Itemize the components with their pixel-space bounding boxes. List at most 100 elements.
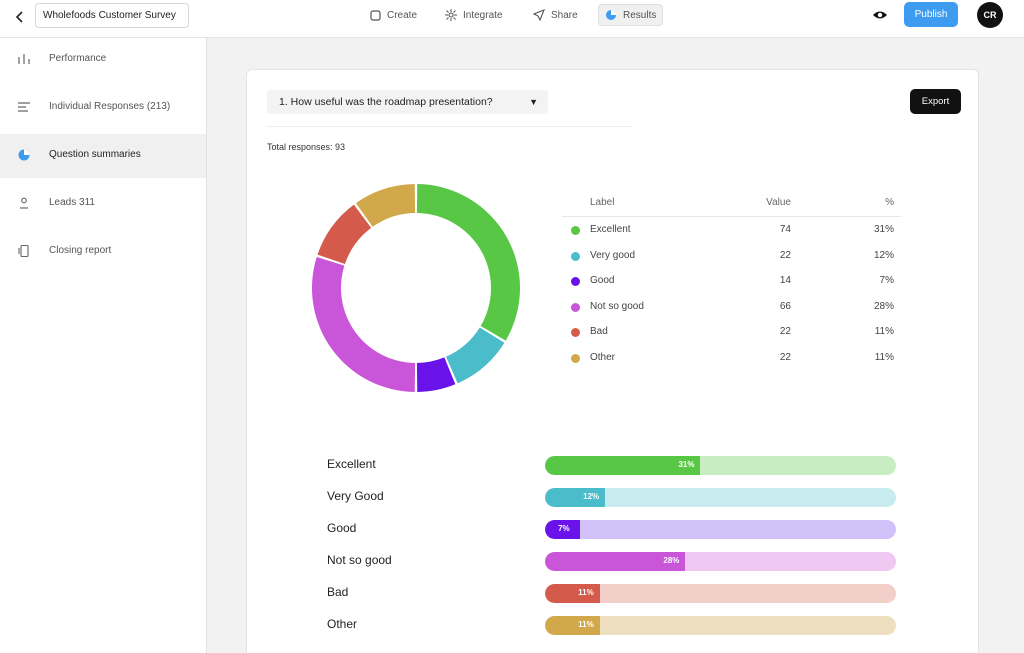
bar-track: 31% (545, 456, 896, 475)
table-row: Other 22 11% (562, 345, 901, 371)
row-percent: 11% (874, 326, 894, 338)
bar-fill (545, 456, 701, 475)
list-icon (18, 102, 30, 112)
pie-chart-icon (18, 149, 30, 161)
row-percent: 12% (873, 249, 894, 261)
bar-percent-label: 11% (578, 620, 594, 629)
bar-track: 11% (545, 616, 896, 635)
question-text: 1. How useful was the roadmap presentati… (279, 96, 493, 108)
table-header: Label Value % (562, 187, 901, 217)
bar-label: Excellent (327, 457, 376, 471)
header-label: Label (590, 197, 615, 208)
bar-label: Other (327, 617, 358, 631)
donut-slice-very-good[interactable] (446, 327, 505, 384)
publish-button[interactable]: Publish (904, 2, 958, 27)
sidebar-item-label: Individual Responses (213) (49, 101, 171, 112)
row-value: 74 (779, 224, 791, 235)
sidebar-item-individual-responses[interactable]: Individual Responses (213) (0, 86, 206, 130)
bar-row: Other 11% (327, 615, 897, 635)
bar-row: Not so good 28% (327, 551, 897, 571)
legend-dot (571, 251, 580, 261)
sidebar-item-label: Closing report (49, 245, 112, 256)
survey-title-field[interactable]: Wholefoods Customer Survey (35, 3, 189, 28)
bar-row: Bad 11% (327, 583, 897, 603)
row-percent: 11% (874, 351, 894, 363)
nav-share[interactable]: Share (527, 4, 584, 26)
sidebar-item-performance[interactable]: Performance (0, 38, 206, 82)
question-summary-card: 1. How useful was the roadmap presentati… (246, 69, 979, 653)
sidebar-item-closing-report[interactable]: Closing report (0, 230, 206, 274)
nav-share-label: Share (551, 9, 578, 21)
question-dropdown[interactable]: 1. How useful was the roadmap presentati… (267, 90, 548, 114)
nav-create[interactable]: Create (364, 4, 423, 26)
sidebar-item-question-summaries[interactable]: Question summaries (0, 134, 206, 178)
bar-label: Not so good (327, 553, 392, 567)
donut-slice-good[interactable] (416, 357, 456, 392)
row-label: Other (590, 351, 616, 363)
send-icon (533, 9, 545, 21)
table-row: Excellent 74 31% (562, 217, 901, 243)
top-bar: Wholefoods Customer Survey Create Integr… (0, 0, 1024, 38)
row-label: Not so good (590, 300, 644, 312)
bar-track: 7% (545, 520, 896, 539)
legend-dot (571, 353, 580, 363)
table-row: Good 14 7% (562, 268, 901, 294)
sidebar-item-leads[interactable]: Leads 311 (0, 182, 206, 226)
row-label: Good (590, 275, 615, 287)
header-percent: % (885, 197, 894, 208)
divider (267, 126, 631, 127)
bar-fill (545, 552, 686, 571)
donut-slice-other[interactable] (355, 184, 416, 227)
row-label: Bad (590, 326, 608, 338)
legend-dot (571, 302, 580, 312)
row-value: 22 (779, 249, 791, 261)
row-label: Excellent (590, 224, 631, 235)
results-table: Label Value % Excellent 74 31% Very good 22 1… (562, 187, 901, 371)
chevron-down-icon: ▼ (529, 97, 538, 107)
row-percent: 28% (873, 300, 894, 312)
total-responses: Total responses: 93 (267, 142, 346, 152)
header-value: Value (766, 197, 791, 208)
bar-percent-label: 31% (678, 460, 695, 469)
bar-percent-label: 28% (663, 556, 680, 565)
legend-dot (571, 328, 580, 338)
row-value: 22 (779, 326, 791, 338)
square-icon (370, 9, 381, 21)
bar-fill (545, 520, 581, 539)
bar-percent-label: 11% (578, 588, 594, 597)
bar-row: Very Good 12% (327, 487, 897, 507)
integrate-icon (445, 9, 457, 21)
sidebar-item-label: Question summaries (49, 149, 141, 160)
bar-track: 11% (545, 584, 896, 603)
document-icon (18, 244, 29, 258)
nav-integrate[interactable]: Integrate (439, 4, 508, 26)
bar-label: Bad (327, 585, 349, 599)
nav-integrate-label: Integrate (463, 9, 503, 21)
bar-chart-icon (18, 54, 30, 64)
row-label: Very good (590, 249, 636, 261)
row-value: 66 (779, 300, 791, 312)
row-percent: 31% (873, 224, 894, 235)
nav-results-label: Results (623, 9, 657, 21)
back-icon[interactable] (12, 9, 28, 25)
bar-row: Excellent 31% (327, 455, 897, 475)
bar-fill (545, 584, 601, 603)
avatar[interactable]: CR (977, 2, 1003, 28)
legend-dot (571, 277, 580, 287)
donut-slice-bad[interactable] (317, 204, 372, 264)
row-value: 22 (779, 351, 791, 363)
bar-fill (545, 488, 606, 507)
donut-slice-excellent[interactable] (416, 184, 520, 341)
legend-dot (571, 226, 580, 235)
nav-create-label: Create (387, 9, 418, 21)
bar-percent-label: 7% (558, 524, 570, 533)
donut-slice-not-so-good[interactable] (312, 257, 416, 392)
table-row: Not so good 66 28% (562, 294, 901, 320)
row-percent: 7% (879, 275, 894, 287)
export-button[interactable]: Export (910, 89, 961, 114)
preview-eye-icon[interactable] (868, 6, 892, 24)
nav-results[interactable]: Results (598, 4, 664, 26)
table-row: Bad 22 11% (562, 319, 901, 345)
sidebar-item-label: Leads 311 (49, 197, 95, 208)
sidebar-item-label: Performance (49, 53, 107, 64)
